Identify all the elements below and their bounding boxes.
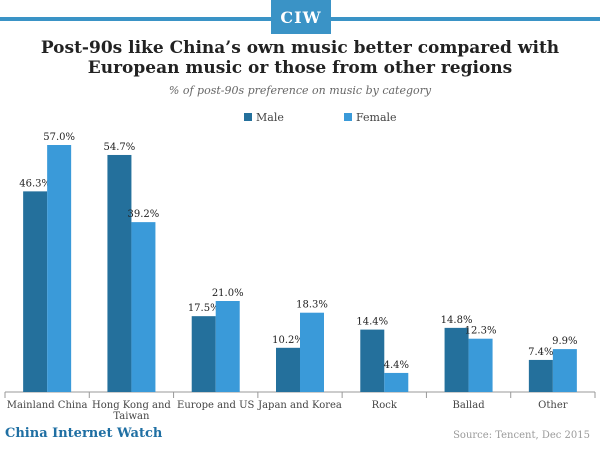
chart-title: Post-90s like China’s own music better c…: [20, 38, 580, 78]
bar-female: [300, 312, 324, 392]
category-label: Rock: [372, 400, 398, 411]
legend-swatch-female: [344, 113, 352, 121]
category-label: Mainland China: [7, 400, 88, 411]
bar-male: [276, 347, 300, 392]
bar-female: [552, 349, 577, 392]
data-label: 10.2%: [272, 335, 304, 346]
category-label: Japan and Korea: [257, 400, 342, 411]
data-label: 57.0%: [43, 132, 75, 143]
footer-source: Source: Tencent, Dec 2015: [453, 430, 590, 441]
data-label: 21.0%: [212, 288, 244, 299]
footer-brand: China Internet Watch: [5, 426, 163, 441]
data-label: 14.8%: [441, 315, 473, 326]
category-label: Europe and US: [177, 400, 254, 411]
bar-female: [131, 222, 156, 392]
legend-swatch-male: [244, 113, 252, 121]
chart-subtitle: % of post-90s preference on music by cat…: [168, 84, 432, 97]
category-label: Hong Kong and: [92, 400, 171, 411]
bar-male: [191, 316, 216, 392]
data-label: 14.4%: [356, 317, 388, 328]
bar-male: [23, 191, 48, 392]
bar-female: [468, 338, 493, 392]
ciw-logo: CIW: [271, 0, 331, 34]
category-label: Ballad: [453, 400, 486, 411]
data-label: 39.2%: [128, 209, 160, 220]
category-label: Other: [538, 400, 568, 411]
category-label: Taiwan: [113, 411, 150, 422]
data-label: 17.5%: [188, 303, 220, 314]
data-label: 9.9%: [552, 336, 577, 347]
data-label: 7.4%: [528, 347, 553, 358]
data-label: 46.3%: [19, 178, 51, 189]
bar-male: [107, 154, 132, 392]
data-label: 4.4%: [384, 360, 409, 371]
chart-title-line-1: Post-90s like China’s own music better c…: [40, 38, 560, 58]
chart-title-line-2: European music or those from other regio…: [87, 58, 513, 78]
bar-male: [444, 327, 469, 392]
bar-female: [384, 372, 409, 392]
bar-male: [360, 329, 385, 392]
legend-label-male: Male: [256, 111, 284, 124]
data-label: 12.3%: [465, 326, 497, 337]
top-bar: CIW: [0, 0, 600, 34]
legend-label-female: Female: [356, 111, 397, 124]
data-label: 54.7%: [104, 142, 136, 153]
bar-male: [528, 359, 553, 392]
bar-female: [215, 301, 240, 392]
bar-female: [47, 145, 72, 392]
data-label: 18.3%: [296, 300, 328, 311]
